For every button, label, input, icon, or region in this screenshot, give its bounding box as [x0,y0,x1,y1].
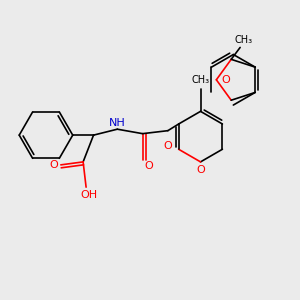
Text: CH₃: CH₃ [234,35,252,45]
Text: O: O [49,160,58,170]
Text: OH: OH [80,190,98,200]
Text: O: O [196,165,205,175]
Text: O: O [164,141,172,151]
Text: O: O [221,75,230,85]
Text: O: O [144,161,153,171]
Text: NH: NH [109,118,126,128]
Text: CH₃: CH₃ [191,75,210,85]
